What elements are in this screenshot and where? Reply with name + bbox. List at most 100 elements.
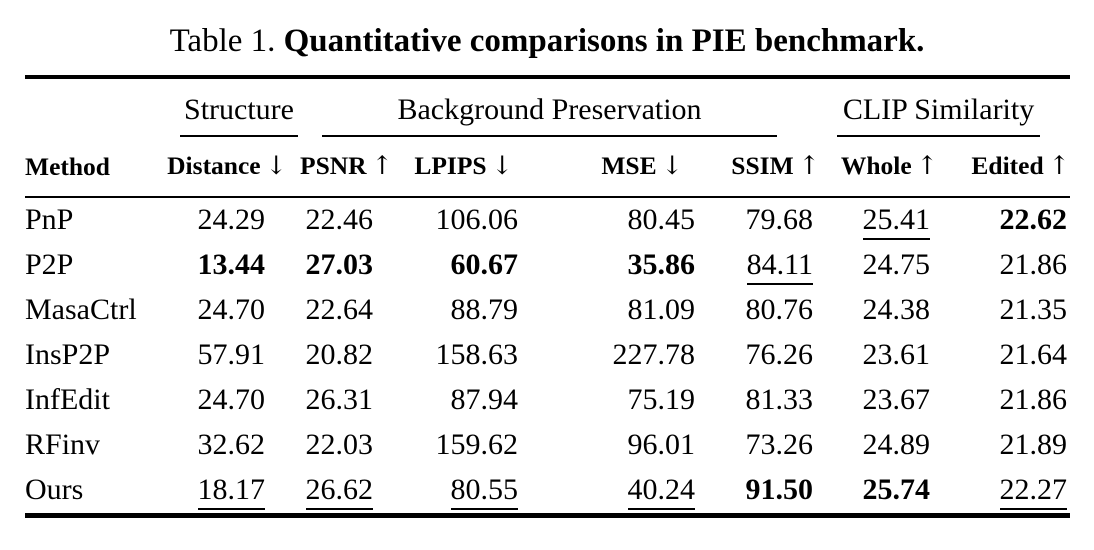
value-cell: 24.70 [160, 378, 300, 423]
value-cell: 81.09 [530, 288, 711, 333]
column-header-edited: Edited ↑ [940, 137, 1071, 198]
second-best-value: 80.55 [450, 473, 518, 510]
group-header-background-preservation: Background Preservation [300, 77, 822, 137]
best-value: 25.74 [862, 473, 931, 506]
best-value: 91.50 [745, 473, 814, 506]
best-value: 60.67 [450, 248, 519, 281]
value-cell: 22.64 [300, 288, 380, 333]
value: 24.29 [197, 203, 266, 236]
best-value: 22.62 [999, 203, 1068, 236]
value: 87.94 [450, 383, 519, 416]
best-value: 35.86 [627, 248, 696, 281]
value-cell: 106.06 [380, 197, 530, 243]
value: 79.68 [745, 203, 814, 236]
up-arrow-icon: ↑ [371, 151, 393, 181]
second-best-value: 84.11 [746, 248, 814, 285]
value: 158.63 [435, 338, 519, 371]
value: 24.38 [862, 293, 931, 326]
value: 24.89 [862, 428, 931, 461]
value: 22.03 [305, 428, 374, 461]
second-best-value: 22.27 [999, 473, 1068, 510]
value-cell: 81.33 [711, 378, 822, 423]
value-cell: 57.91 [160, 333, 300, 378]
value: 24.70 [197, 293, 266, 326]
value: 21.86 [999, 248, 1068, 281]
caption-prefix: Table 1. [169, 23, 284, 59]
value: 21.64 [999, 338, 1068, 371]
value: 32.62 [197, 428, 266, 461]
column-header-distance: Distance ↓ [160, 137, 300, 198]
value: 21.35 [999, 293, 1068, 326]
table-row: Ours 18.17 26.62 80.55 40.24 91.50 25.74 22.27 [25, 468, 1070, 516]
value: 88.79 [450, 293, 519, 326]
best-value: 27.03 [305, 248, 374, 281]
table-caption: Table 1. Quantitative comparisons in PIE… [0, 22, 1094, 60]
value: 227.78 [612, 338, 696, 371]
value-cell: 27.03 [300, 243, 380, 288]
value: 106.06 [435, 203, 519, 236]
value-cell: 21.86 [940, 378, 1070, 423]
second-best-value: 18.17 [197, 473, 265, 510]
value-cell: 159.62 [380, 423, 530, 468]
column-header-row: Method Distance ↓ PSNR ↑ LPIPS ↓ MSE ↓ SSIM ↑ [25, 137, 1071, 198]
down-arrow-icon: ↓ [491, 151, 513, 181]
results-table: Structure Background Preservation CLIP S… [25, 75, 1071, 518]
value-cell: 35.86 [530, 243, 711, 288]
value-cell: 73.26 [711, 423, 822, 468]
method-cell: MasaCtrl [25, 293, 137, 326]
column-header-ssim: SSIM ↑ [711, 137, 823, 198]
value: 21.89 [999, 428, 1068, 461]
value-cell: 80.45 [530, 197, 711, 243]
value-cell: 22.62 [940, 197, 1070, 243]
value: 76.26 [745, 338, 814, 371]
value-cell: 21.35 [940, 288, 1070, 333]
value: 23.61 [862, 338, 931, 371]
value-cell: 158.63 [380, 333, 530, 378]
value-cell: 23.67 [822, 378, 940, 423]
column-header-mse: MSE ↓ [530, 137, 711, 198]
value-cell: 23.61 [822, 333, 940, 378]
up-arrow-icon: ↑ [916, 151, 939, 181]
column-header-method: Method [25, 137, 160, 198]
value: 20.82 [305, 338, 374, 371]
value-cell: 84.11 [711, 243, 822, 288]
value-cell: 26.31 [300, 378, 380, 423]
value-cell: 40.24 [530, 468, 711, 516]
table-row: PnP 24.29 22.46 106.06 80.45 79.68 25.41 22.62 [25, 197, 1070, 243]
group-label-background-preservation: Background Preservation [322, 79, 778, 137]
value: 24.70 [197, 383, 266, 416]
table-row: InsP2P 57.91 20.82 158.63 227.78 76.26 23.61 21… [25, 333, 1070, 378]
value-cell: 20.82 [300, 333, 380, 378]
value-cell: 24.89 [822, 423, 940, 468]
value-cell: 79.68 [711, 197, 822, 243]
second-best-value: 40.24 [627, 473, 695, 510]
value-cell: 22.27 [940, 468, 1070, 516]
value-cell: 88.79 [380, 288, 530, 333]
value-cell: 13.44 [160, 243, 300, 288]
value-cell: 76.26 [711, 333, 822, 378]
table-row: RFinv 32.62 22.03 159.62 96.01 73.26 24.89 21.8… [25, 423, 1070, 468]
method-cell: PnP [25, 203, 74, 236]
group-label-structure: Structure [180, 79, 298, 137]
value: 80.45 [627, 203, 696, 236]
value-cell: 24.70 [160, 288, 300, 333]
value: 75.19 [627, 383, 696, 416]
method-cell: InsP2P [25, 338, 111, 371]
value: 24.75 [862, 248, 931, 281]
table-row: P2P 13.44 27.03 60.67 35.86 84.11 24.75 21.86 [25, 243, 1070, 288]
value-cell: 91.50 [711, 468, 822, 516]
value-cell: 32.62 [160, 423, 300, 468]
down-arrow-icon: ↓ [661, 151, 683, 181]
column-header-whole: Whole ↑ [822, 137, 941, 198]
value-cell: 87.94 [380, 378, 530, 423]
value: 81.09 [627, 293, 696, 326]
method-cell: Ours [25, 473, 84, 506]
value: 96.01 [627, 428, 696, 461]
method-cell: RFinv [25, 428, 101, 461]
value-cell: 21.89 [940, 423, 1070, 468]
value-cell: 24.38 [822, 288, 940, 333]
value-cell: 21.86 [940, 243, 1070, 288]
value: 73.26 [745, 428, 814, 461]
value-cell: 75.19 [530, 378, 711, 423]
value: 23.67 [862, 383, 931, 416]
